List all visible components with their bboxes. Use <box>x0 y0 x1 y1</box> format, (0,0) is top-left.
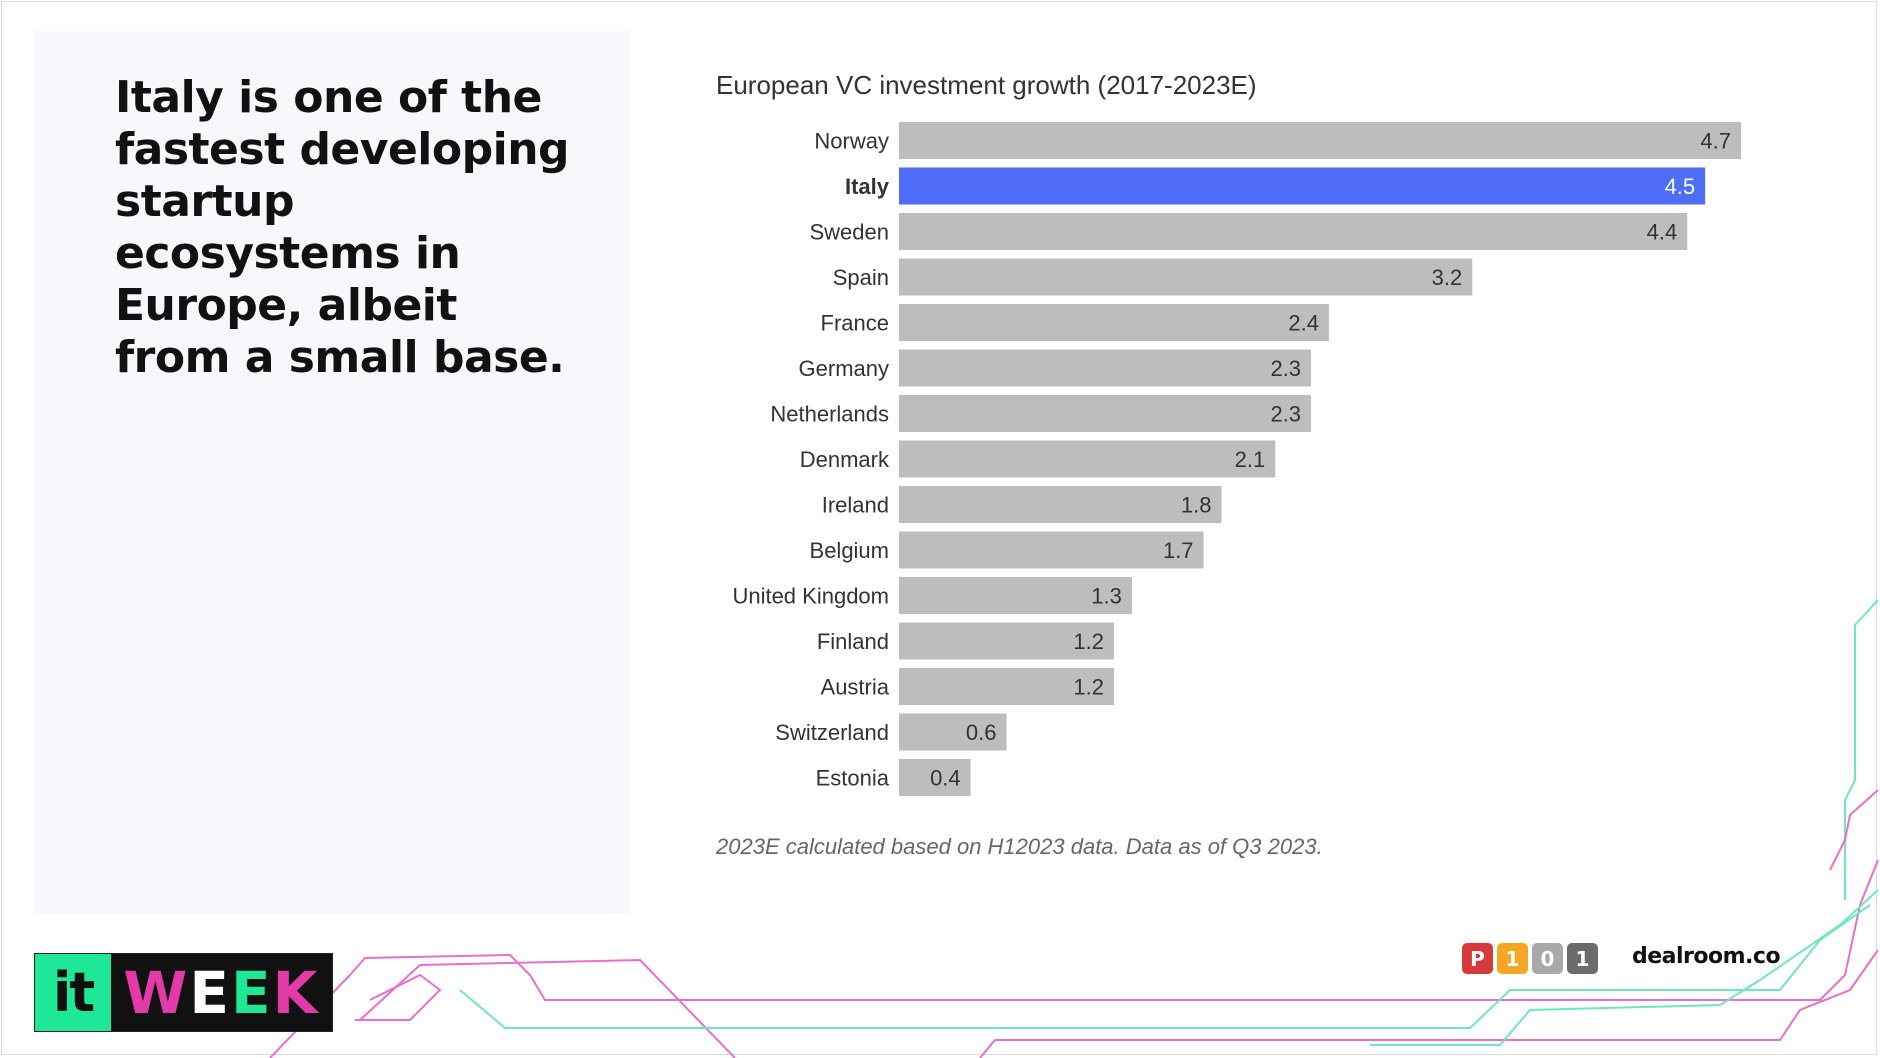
p101-logo-1b: 1 <box>1567 943 1598 974</box>
category-label-finland: Finland <box>817 629 889 654</box>
category-label-estonia: Estonia <box>816 766 890 791</box>
bar-ireland <box>899 486 1222 523</box>
category-label-denmark: Denmark <box>800 447 890 472</box>
deco-line-pink-3 <box>355 973 442 1021</box>
value-label-france: 2.4 <box>1288 311 1319 336</box>
bar-sweden <box>899 213 1688 250</box>
category-label-italy: Italy <box>845 174 890 199</box>
value-label-finland: 1.2 <box>1073 629 1104 654</box>
chart-title: European VC investment growth (2017-2023… <box>716 70 1257 100</box>
category-label-switzerland: Switzerland <box>775 720 889 745</box>
value-label-spain: 3.2 <box>1432 265 1463 290</box>
headline-panel <box>34 31 630 914</box>
bar-estonia <box>899 759 971 796</box>
category-label-belgium: Belgium <box>810 538 889 563</box>
deco-line-pink-2 <box>359 958 736 1058</box>
value-label-estonia: 0.4 <box>930 766 961 791</box>
value-label-united-kingdom: 1.3 <box>1091 584 1122 609</box>
bar-norway <box>899 122 1741 159</box>
deco-line-pink-5 <box>1829 789 1879 871</box>
bar-france <box>899 304 1329 341</box>
bar-switzerland <box>899 713 1007 751</box>
category-label-netherlands: Netherlands <box>770 402 889 427</box>
value-label-denmark: 2.1 <box>1235 447 1266 472</box>
p101-logo-1a: 1 <box>1497 943 1528 974</box>
category-label-norway: Norway <box>814 129 889 154</box>
deco-line-green-3 <box>1844 599 1879 900</box>
category-label-ireland: Ireland <box>822 493 889 518</box>
category-label-united-kingdom: United Kingdom <box>732 584 889 609</box>
value-label-germany: 2.3 <box>1270 356 1301 381</box>
category-label-austria: Austria <box>821 675 890 700</box>
value-label-austria: 1.2 <box>1073 675 1104 700</box>
category-label-france: France <box>821 311 889 336</box>
bar-netherlands <box>899 395 1312 432</box>
bar-united-kingdom <box>899 577 1132 614</box>
value-label-switzerland: 0.6 <box>966 720 997 745</box>
deco-line-pink-4 <box>979 949 1879 1058</box>
p101-logo: P 1 0 1 <box>1462 943 1598 974</box>
itweek-logo-it: it <box>35 954 111 1031</box>
value-label-belgium: 1.7 <box>1163 538 1194 563</box>
category-label-germany: Germany <box>799 356 889 381</box>
slide-headline: Italy is one of the fastest developing s… <box>115 72 570 383</box>
bar-belgium <box>899 531 1204 569</box>
value-label-netherlands: 2.3 <box>1270 402 1301 427</box>
value-label-ireland: 1.8 <box>1181 493 1212 518</box>
category-label-spain: Spain <box>833 265 889 290</box>
value-label-italy: 4.5 <box>1665 174 1696 199</box>
chart-footnote: 2023E calculated based on H12023 data. D… <box>716 834 1323 859</box>
p101-logo-p: P <box>1462 943 1493 974</box>
dealroom-logo: dealroom.co <box>1632 944 1781 969</box>
bar-germany <box>899 349 1312 387</box>
deco-line-green-1 <box>459 904 1871 1029</box>
bar-spain <box>899 258 1473 296</box>
bar-chart: Norway 4.7 Italy 4.5 Sweden 4.4 Spain 3.2 France… <box>732 122 1741 796</box>
bar-denmark <box>899 440 1276 478</box>
deco-line-green-2 <box>1370 889 1879 1046</box>
value-label-norway: 4.7 <box>1700 129 1731 154</box>
p101-logo-0: 0 <box>1532 943 1563 974</box>
bar-austria <box>899 668 1114 705</box>
category-label-sweden: Sweden <box>809 220 889 245</box>
bar-italy <box>899 167 1706 205</box>
bar-finland <box>899 622 1114 660</box>
value-label-sweden: 4.4 <box>1647 220 1678 245</box>
deco-line-pink-1 <box>269 859 1879 1058</box>
